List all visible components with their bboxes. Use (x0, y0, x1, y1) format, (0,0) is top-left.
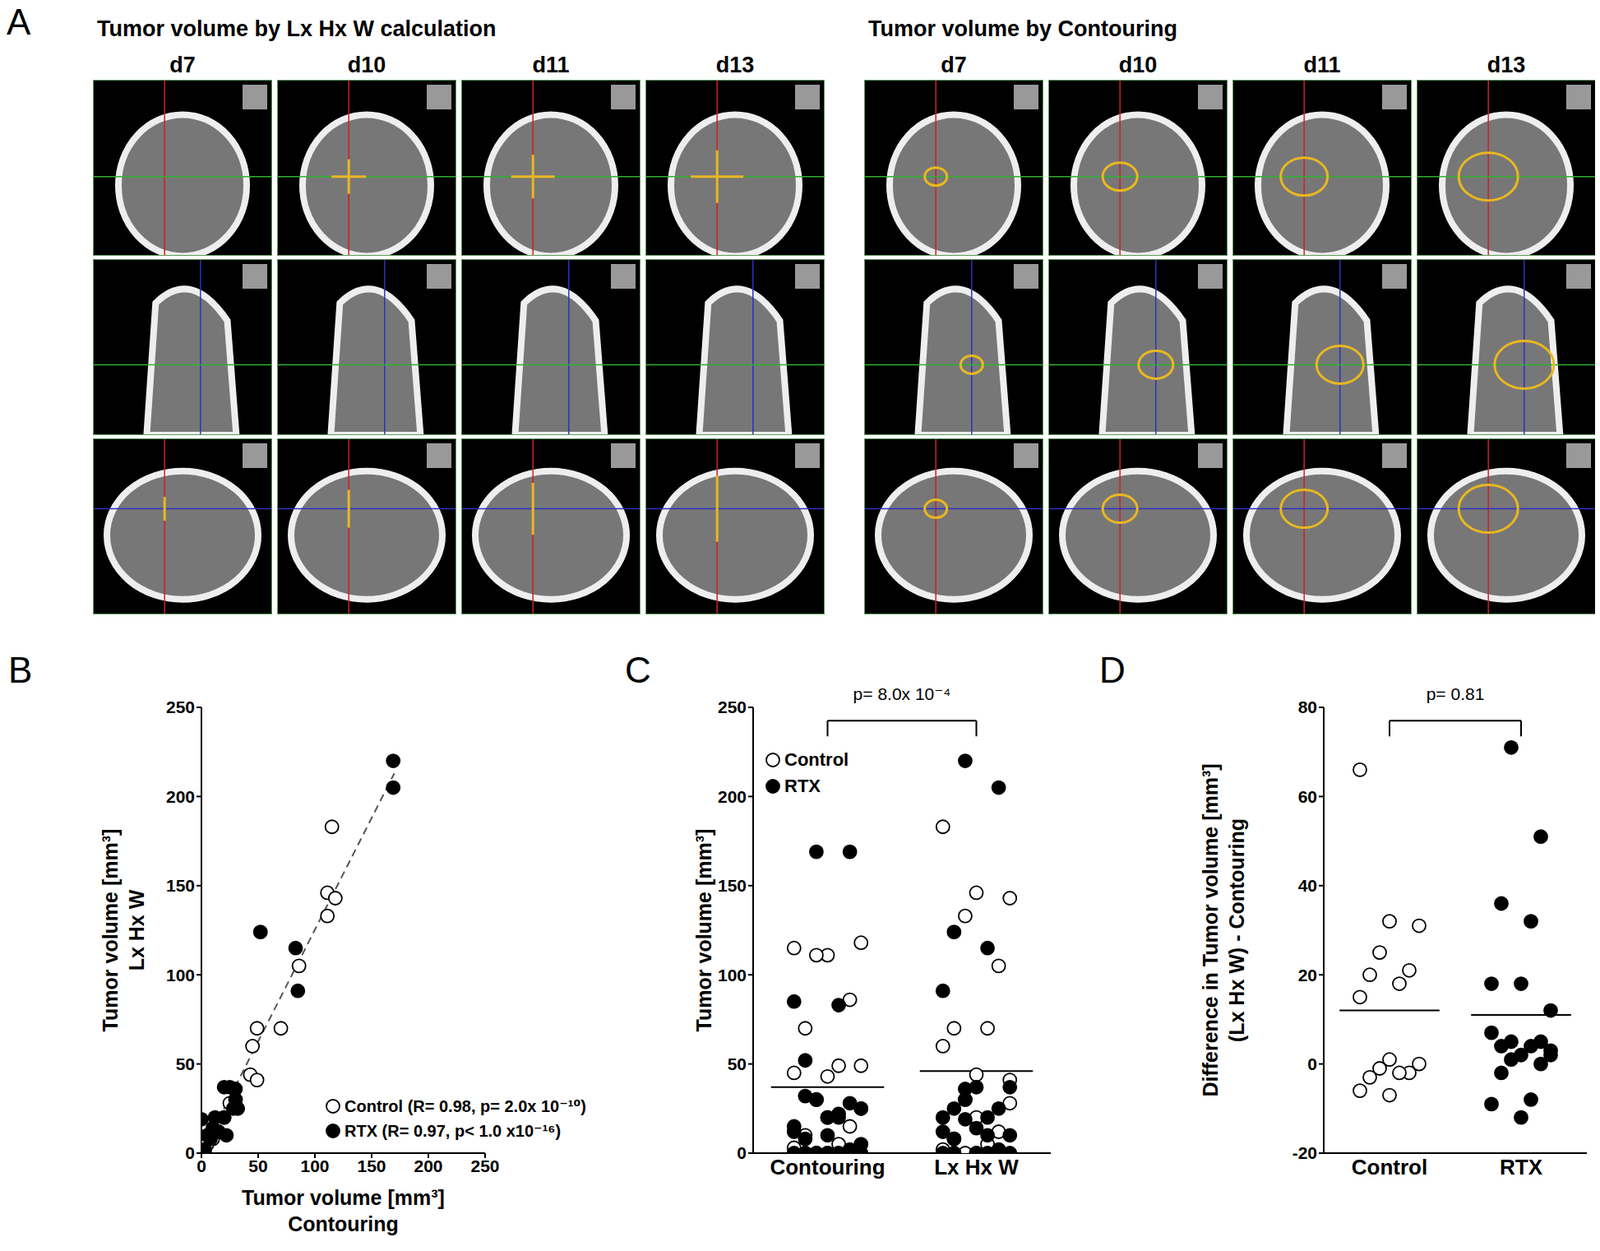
svg-text:40: 40 (1298, 875, 1318, 895)
html-text:d7: d7 (169, 52, 196, 78)
svg-text:0: 0 (196, 1156, 207, 1175)
html-text:d13: d13 (1487, 52, 1526, 78)
svg-text:150: 150 (166, 875, 195, 895)
html-text:d7: d7 (940, 52, 967, 78)
html-text:Tumor volume by Contouring: Tumor volume by Contouring (868, 16, 1178, 42)
html-text:d10: d10 (1118, 52, 1158, 78)
svg-text:150: 150 (717, 875, 747, 895)
svg-text:100: 100 (300, 1156, 329, 1175)
html-text:p= 8.0x 10⁻⁴: p= 8.0x 10⁻⁴ (853, 684, 951, 703)
html-text:RTX: RTX (784, 775, 821, 796)
svg-text:200: 200 (166, 786, 195, 806)
svg-text:50: 50 (727, 1054, 747, 1073)
html-text:Lx Hx W: Lx Hx W (124, 889, 148, 971)
html-text:d13: d13 (715, 52, 755, 78)
svg-text:Control: Control (1351, 1154, 1428, 1180)
svg-text:Contouring: Contouring (769, 1154, 885, 1180)
svg-text:RTX: RTX (1499, 1154, 1544, 1180)
html-text:Tumor volume by Lx Hx W calcul: Tumor volume by Lx Hx W calculation (97, 16, 497, 42)
html-text:C: C (624, 649, 652, 690)
html-text:Control (R= 0.98, p= 2.0x 10⁻¹: Control (R= 0.98, p= 2.0x 10⁻¹⁰) (344, 1096, 587, 1115)
html-text:Contouring: Contouring (287, 1211, 399, 1235)
html-text:p= 0.81: p= 0.81 (1426, 684, 1485, 703)
svg-text:100: 100 (717, 965, 747, 985)
svg-text:20: 20 (1298, 965, 1318, 985)
html-text:Tumor volume [mm³]: Tumor volume [mm³] (692, 828, 716, 1032)
svg-text:0: 0 (184, 1142, 195, 1162)
html-text:Control: Control (784, 749, 849, 770)
svg-text:60: 60 (1298, 786, 1318, 806)
svg-text:-20: -20 (1292, 1142, 1318, 1162)
html-text:d11: d11 (532, 52, 570, 78)
svg-text:80: 80 (1298, 697, 1318, 717)
svg-text:250: 250 (166, 697, 195, 717)
html-text:RTX (R= 0.97, p< 1.0 x10⁻¹⁶): RTX (R= 0.97, p< 1.0 x10⁻¹⁶) (344, 1121, 561, 1140)
html-text:B: B (8, 649, 33, 690)
html-text:Tumor volume [mm³]: Tumor volume [mm³] (98, 828, 122, 1032)
html-text:Tumor volume [mm³]: Tumor volume [mm³] (241, 1185, 445, 1209)
html-text:d11: d11 (1303, 52, 1341, 78)
svg-text:250: 250 (470, 1156, 500, 1175)
svg-text:0: 0 (1307, 1054, 1318, 1073)
html-text:A: A (6, 1, 31, 42)
svg-text:50: 50 (175, 1054, 195, 1073)
svg-text:50: 50 (248, 1156, 268, 1175)
svg-text:100: 100 (166, 965, 195, 985)
svg-text:150: 150 (356, 1156, 386, 1175)
svg-text:Lx Hx W: Lx Hx W (934, 1154, 1019, 1180)
html-text:d10: d10 (347, 52, 386, 78)
svg-text:200: 200 (717, 786, 747, 806)
html-text:(Lx Hx W) - Contouring: (Lx Hx W) - Contouring (1225, 818, 1249, 1042)
html-text:Difference in Tumor volume [mm: Difference in Tumor volume [mm³] (1198, 763, 1222, 1097)
svg-text:0: 0 (736, 1142, 747, 1162)
svg-text:250: 250 (717, 697, 747, 717)
svg-text:200: 200 (413, 1156, 443, 1175)
html-text:D: D (1099, 649, 1126, 690)
